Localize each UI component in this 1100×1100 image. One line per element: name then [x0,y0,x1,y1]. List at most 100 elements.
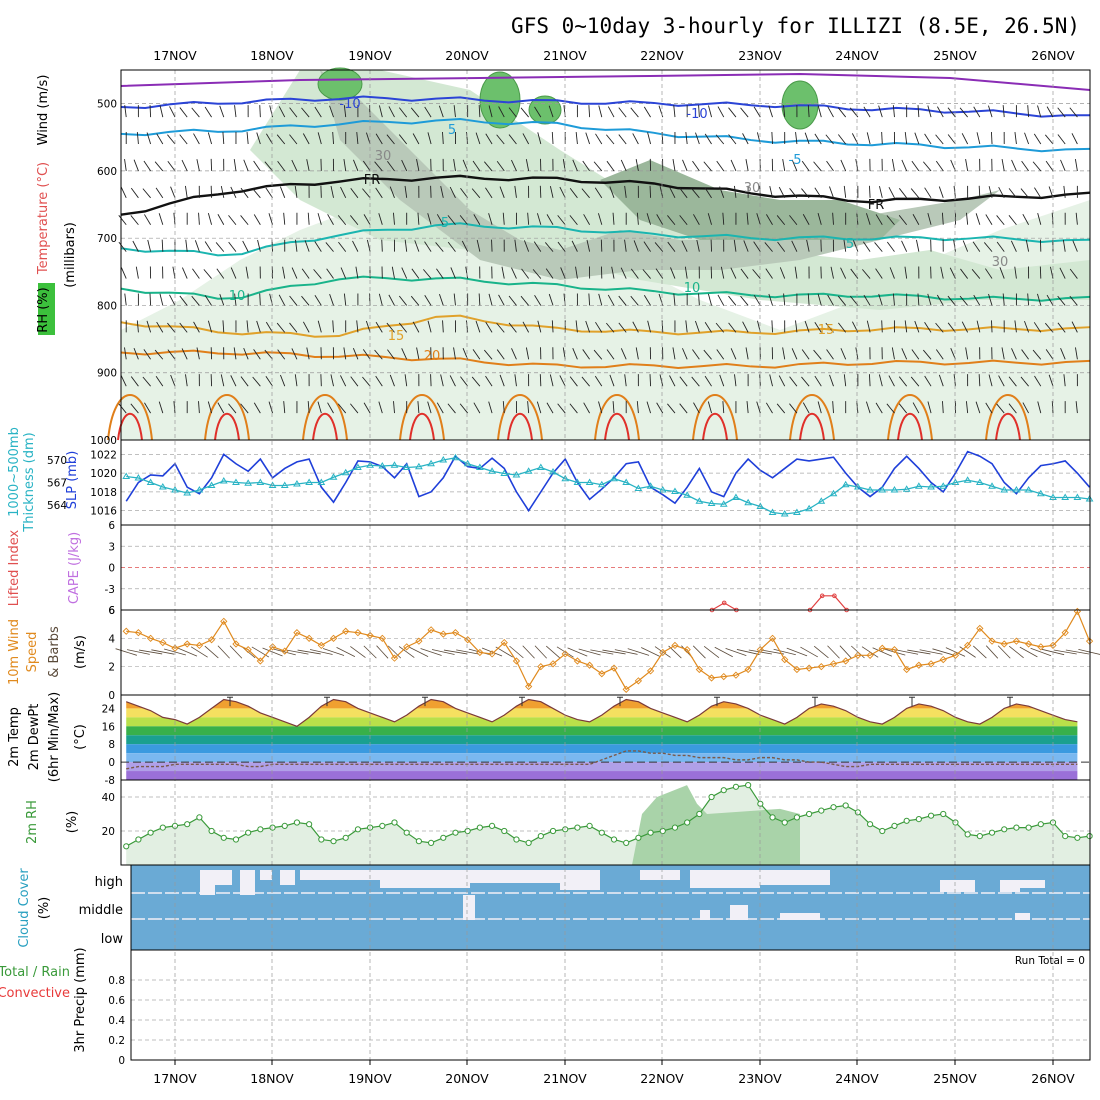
wind-barb [449,375,456,387]
label-rh-unit: (%) [65,811,80,834]
wind-barb [998,186,1005,199]
temp-band [126,717,1078,727]
wind-speed-marker [464,636,472,644]
wind-barb [548,293,554,306]
wind-barb [476,239,481,252]
thickness-marker [415,462,423,470]
cloud-clear-gap [1020,880,1045,888]
wind-barb [606,322,615,333]
wind-barb [791,159,798,172]
wind-barb [609,374,615,387]
wind-barb [881,320,883,333]
wind-barb [839,645,852,659]
wind-barb [1021,160,1029,172]
wind-speed-marker [610,664,618,672]
wind-barb [173,212,176,225]
wind-barb [691,376,700,387]
wind-barb [804,132,810,145]
wind-barb [545,268,554,279]
rh-marker [293,819,301,826]
wind-barb [1010,240,1017,252]
slp-tick-label: 1018 [90,487,117,499]
li-tick-label: 6 [108,520,115,532]
wind-barb [776,215,786,226]
rh-marker [976,833,983,840]
wind-barb [764,242,773,252]
wind-barb [582,160,590,172]
wind-barb [149,293,152,306]
wind-barb [692,645,706,659]
wind-barb [536,401,542,414]
wind-barb [879,186,883,198]
wind-barb [643,294,651,306]
wind-barb [698,293,700,306]
wind-barb [936,294,944,306]
isotherm-FR [120,174,1091,216]
wind-barb [170,374,176,387]
wind-barb [161,239,164,252]
wind-barb [549,374,554,387]
wind-barb [998,375,1005,387]
wind-barb [1020,188,1029,199]
wind-barb [242,240,249,252]
wind-barb [126,649,150,655]
label-temp-1: 2m Temp [7,707,22,767]
wind-barb [679,215,688,226]
wind-speed-marker [1000,640,1008,648]
wind-barb [124,293,127,306]
rh-marker [842,802,849,809]
wind-barb [672,347,676,360]
wind-barb [450,267,456,279]
temp-band [126,726,1078,736]
wind-barb [435,242,444,252]
wind-barb [410,107,420,118]
wind-barb [219,105,225,118]
wind-barb [534,645,547,659]
wind-barb [959,107,968,118]
thickness-tick-label: 570 [47,455,67,467]
wind-barb [704,133,712,145]
diurnal-contour-red [897,412,923,441]
wind-barb [659,186,664,198]
wind-barb [1069,295,1078,306]
rh-marker [574,824,581,831]
wind-barb [233,347,237,360]
wind-barb [984,268,993,279]
wind-barb [283,212,286,225]
rh-marker [866,821,874,828]
wind-tick-label: 2 [108,662,115,674]
pressure-tick-label: 800 [97,300,117,312]
wind-barb [496,322,505,333]
cloud-label-low: low [101,932,124,947]
wind-barb [806,239,810,252]
wind-barb [1014,132,1017,145]
wind-barb [656,402,664,414]
wind-barb [935,160,944,172]
wind-barb [569,376,578,387]
wind-barb [730,159,737,172]
wind-barb [972,241,981,252]
wind-barb [217,402,225,414]
wind-barb [158,401,164,414]
wind-barb [575,132,578,145]
wind-barb [326,268,334,279]
slp-tick-label: 1020 [90,468,117,480]
wind-speed-marker [817,663,825,671]
rh-marker [281,822,288,830]
wind-barb [192,268,200,279]
wind-barb [1027,293,1030,306]
wind-barb [581,376,590,387]
wind-barb [193,321,200,333]
wind-barb [997,645,1011,659]
wind-speed-marker [695,665,703,674]
wind-barb [746,401,749,414]
wind-barb [714,646,733,658]
diurnal-contour-orange [107,394,153,441]
wind-barb [837,107,847,118]
wind-barb [583,402,591,414]
wind-barb [417,212,420,225]
wind-barb [602,649,626,655]
wind-barb [350,403,359,414]
precip-tick-label: 0 [118,1055,125,1067]
